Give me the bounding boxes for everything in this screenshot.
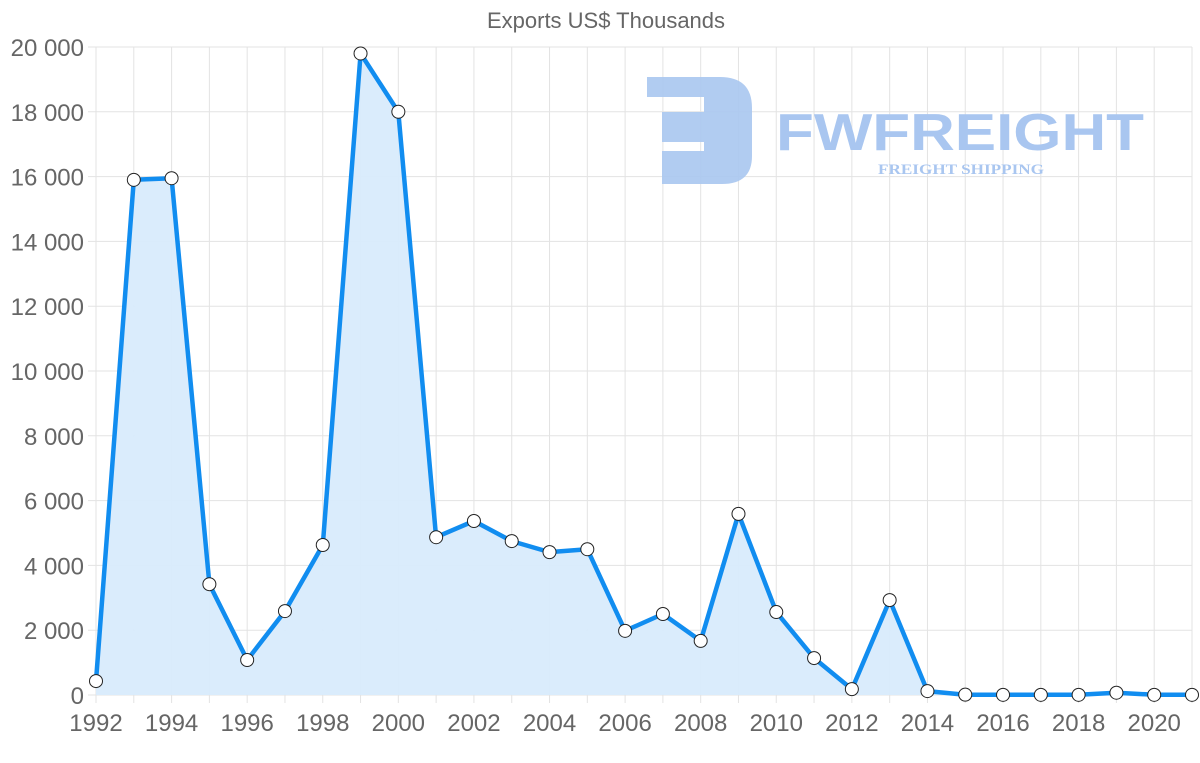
data-point[interactable] — [1185, 687, 1199, 702]
x-tick-label: 2008 — [674, 710, 727, 737]
data-point[interactable] — [844, 682, 859, 697]
data-point[interactable] — [315, 537, 330, 552]
data-point[interactable] — [89, 674, 103, 689]
x-tick-label: 2010 — [750, 710, 803, 737]
y-tick-label: 10 000 — [11, 359, 84, 386]
data-point[interactable] — [353, 46, 368, 61]
data-point[interactable] — [164, 171, 179, 186]
data-point[interactable] — [693, 633, 708, 648]
y-tick-label: 8 000 — [24, 424, 84, 451]
y-tick-label: 16 000 — [11, 165, 84, 192]
y-tick-label: 20 000 — [11, 35, 84, 62]
x-axis: 1992 1994 1996 1998 2000 2002 2004 2006 2008 2010… — [69, 710, 1181, 737]
data-point[interactable] — [618, 623, 633, 638]
y-tick-label: 18 000 — [11, 100, 84, 127]
series-area-fill — [96, 53, 1192, 695]
data-point[interactable] — [958, 687, 973, 702]
data-points — [89, 46, 1199, 702]
data-point[interactable] — [580, 542, 595, 557]
data-point[interactable] — [466, 514, 481, 529]
watermark-logo: FWFREIGHT FREIGHT SHIPPING — [647, 77, 1144, 184]
data-point[interactable] — [542, 545, 557, 560]
x-tick-label: 2016 — [976, 710, 1029, 737]
data-point[interactable] — [1109, 685, 1124, 700]
chart-title: Exports US$ Thousands — [486, 8, 726, 33]
data-point[interactable] — [240, 653, 255, 668]
y-tick-label: 6 000 — [24, 489, 84, 516]
data-point[interactable] — [769, 605, 784, 620]
logo-mark-icon — [647, 77, 752, 184]
data-point[interactable] — [202, 577, 217, 592]
data-point[interactable] — [882, 593, 897, 608]
y-axis: 0 2 000 4 000 6 000 8 000 10 000 12 000 14 000 1… — [11, 35, 84, 710]
x-tick-label: 2006 — [598, 710, 651, 737]
y-tick-label: 4 000 — [24, 553, 84, 580]
y-tick-label: 14 000 — [11, 229, 84, 256]
x-tick-label: 1998 — [296, 710, 349, 737]
watermark-tagline: FREIGHT SHIPPING — [878, 162, 1044, 178]
data-point[interactable] — [1147, 687, 1162, 702]
data-point[interactable] — [504, 534, 519, 549]
data-point[interactable] — [655, 607, 670, 621]
x-tick-label: 2014 — [901, 710, 954, 737]
data-point[interactable] — [920, 684, 935, 699]
x-tick-label: 2002 — [447, 710, 500, 737]
x-tick-label: 1994 — [145, 710, 198, 737]
x-tick-label: 2000 — [372, 710, 425, 737]
x-tick-label: 2004 — [523, 710, 576, 737]
y-tick-label: 12 000 — [11, 294, 84, 321]
x-tick-label: 1992 — [69, 710, 122, 737]
x-tick-label: 2018 — [1052, 710, 1105, 737]
y-tick-label: 2 000 — [24, 618, 84, 645]
data-point[interactable] — [996, 687, 1011, 702]
watermark-brand: FWFREIGHT — [776, 104, 1144, 162]
y-tick-label: 0 — [71, 683, 84, 710]
data-point[interactable] — [277, 604, 292, 619]
data-point[interactable] — [731, 506, 746, 521]
data-point[interactable] — [1033, 687, 1048, 702]
data-point[interactable] — [807, 651, 822, 666]
x-tick-label: 2012 — [825, 710, 878, 737]
data-point[interactable] — [429, 530, 444, 545]
x-tick-label: 2020 — [1128, 710, 1181, 737]
data-point[interactable] — [126, 172, 141, 187]
data-point[interactable] — [1071, 687, 1086, 702]
x-tick-label: 1996 — [220, 710, 273, 737]
data-point[interactable] — [391, 104, 406, 119]
